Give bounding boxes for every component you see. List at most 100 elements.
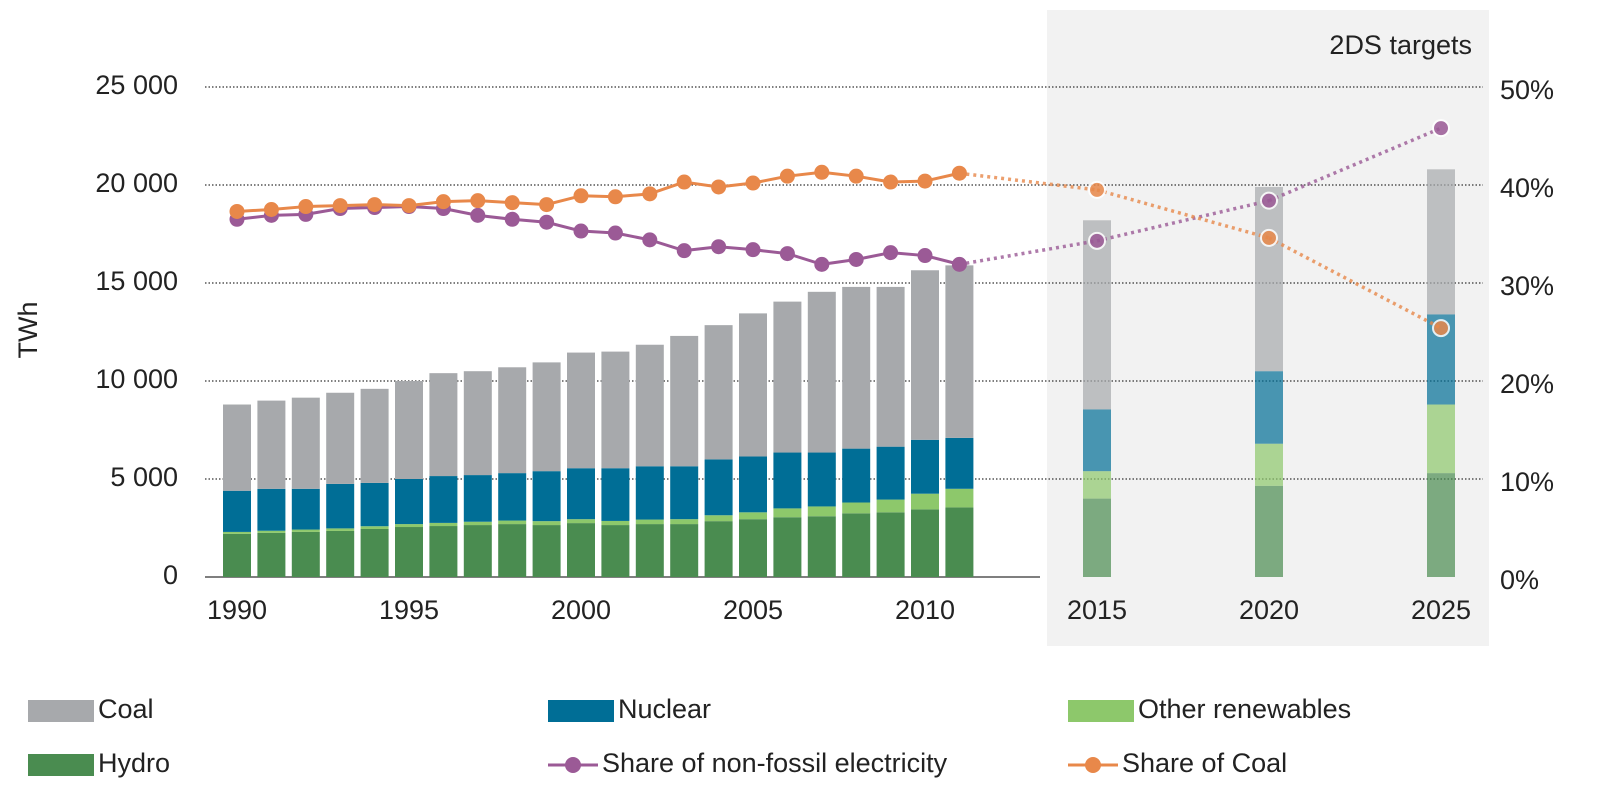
line-point [504,195,520,211]
bar [876,512,905,577]
legend-swatch [548,700,614,722]
bar [739,456,767,513]
bar [635,344,664,467]
bar [670,519,699,525]
bar [773,301,802,453]
bar [360,528,389,577]
bar [1083,471,1111,499]
line-segment [1268,126,1442,203]
line-point [951,256,967,272]
line-point [539,214,555,230]
bar [567,519,595,524]
bar [1255,186,1283,372]
line-point [367,197,383,213]
bar [773,517,802,577]
bar [1255,485,1283,577]
line-segment [1096,198,1270,243]
line-point [711,239,727,255]
bar [773,452,802,509]
bar [463,521,492,526]
bar [532,362,561,472]
line-point [676,174,692,190]
bar [567,352,595,469]
bar [1083,220,1111,410]
bar [807,516,836,577]
x-tick-label: 2015 [1067,595,1127,625]
line-point [711,179,727,195]
bar [601,351,630,469]
line-point [332,198,348,214]
bar [601,468,630,521]
line-point [298,199,314,215]
legend-label: Coal [98,694,154,724]
bar [463,371,492,476]
line-point [883,245,899,261]
bar [257,488,286,531]
bar [739,512,767,520]
bar [911,439,939,494]
bar [1255,443,1283,486]
legend-swatch [1085,757,1101,773]
bar [532,471,561,522]
x-tick-label: 2020 [1239,595,1299,625]
legend-swatch [1068,700,1134,722]
bar [911,509,939,577]
bar [326,483,355,529]
bar [326,528,355,531]
bar [842,286,871,449]
bar [291,531,320,577]
line-point [573,223,589,239]
bar [601,520,630,526]
bar [498,520,527,525]
bar [498,367,527,474]
annotation: 2DS targets [1329,30,1472,60]
bar [532,525,561,577]
bar [704,515,733,522]
bar [773,508,802,518]
legend-label: Other renewables [1138,694,1351,724]
line-point [814,164,830,180]
bar [739,519,767,577]
x-tick-label: 1995 [379,595,439,625]
bar [635,466,664,520]
bar [498,524,527,577]
bar [429,522,458,527]
bar [945,437,974,489]
y2-tick-label: 30% [1500,271,1554,301]
line-point [229,203,245,219]
bar [360,482,389,527]
bar [945,265,974,438]
y-tick-label: 10 000 [95,364,178,394]
line-segment [959,239,1098,267]
line-point [470,207,486,223]
x-tick-label: 2005 [723,595,783,625]
bar [704,459,733,516]
bar [223,490,251,532]
line-point [401,198,417,214]
line-point [883,174,899,190]
line-point [917,173,933,189]
bar [739,313,767,457]
line-point [745,242,761,258]
bar [395,381,423,479]
bar [1427,169,1455,315]
bar [807,291,836,453]
line-point [676,243,692,259]
bar [395,524,423,528]
line-point [263,202,279,217]
bar [223,404,251,491]
y2-tick-label: 50% [1500,75,1554,105]
bar [360,388,389,483]
y-tick-label: 5 000 [110,462,178,492]
line-point [745,175,761,191]
y2-tick-label: 0% [1500,565,1539,595]
legend-swatch [565,757,581,773]
bar [257,400,286,489]
line-segment [959,171,1098,192]
line-point [1432,319,1450,338]
bar [1083,498,1111,577]
bar [463,475,492,522]
bar [807,506,836,517]
x-tick-label: 2010 [895,595,955,625]
